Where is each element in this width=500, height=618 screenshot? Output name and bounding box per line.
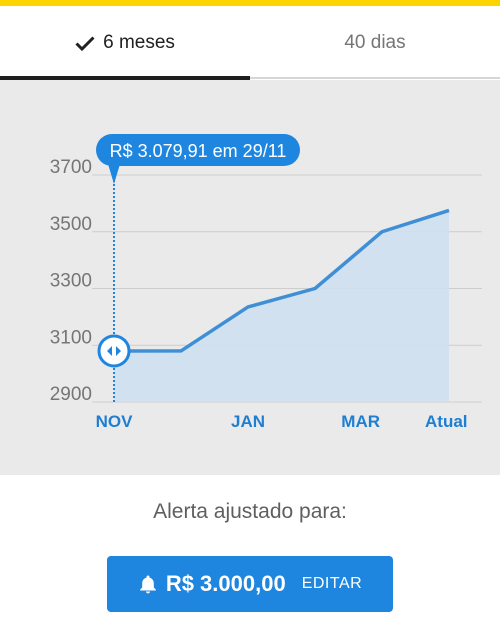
tab-label: 6 meses <box>103 32 175 53</box>
tab-40-dias[interactable]: 40 dias <box>250 6 500 80</box>
y-tick-label: 3700 <box>50 157 92 178</box>
edit-alert-button[interactable]: R$ 3.000,00 EDITAR <box>107 556 393 612</box>
alert-price: R$ 3.000,00 <box>165 571 286 596</box>
y-tick-label: 3100 <box>50 327 92 348</box>
bell-icon <box>138 574 158 594</box>
tab-label: 40 dias <box>344 32 406 53</box>
tab-divider <box>250 77 500 79</box>
tooltip-pointer <box>108 164 120 184</box>
y-tick-label: 3500 <box>50 214 92 235</box>
active-tab-indicator <box>0 76 250 80</box>
y-tick-label: 3300 <box>50 271 92 292</box>
drag-handle <box>97 334 131 368</box>
x-tick-label: Atual <box>425 412 468 431</box>
series-line <box>113 208 450 353</box>
x-tick-label: NOV <box>96 412 134 431</box>
tooltip-text: R$ 3.079,91 em 29/11 <box>110 141 287 161</box>
price-history-chart: 3700 3500 3300 3100 2900 NOV JAN MAR Atual R$ 3… <box>50 134 482 431</box>
x-tick-label: MAR <box>341 412 380 431</box>
y-tick-label: 2900 <box>50 384 92 405</box>
drag-arrows-icon <box>107 345 121 356</box>
tab-6-meses[interactable]: 6 meses <box>0 6 250 80</box>
alert-label: Alerta ajustado para: <box>153 500 347 523</box>
price-tooltip <box>96 134 300 166</box>
edit-label: EDITAR <box>301 575 363 592</box>
check-icon <box>75 35 95 51</box>
series-area <box>114 210 449 402</box>
top-accent-bar <box>0 0 500 6</box>
period-tabs: 6 meses 40 dias <box>0 6 500 80</box>
x-tick-label: JAN <box>231 412 265 431</box>
